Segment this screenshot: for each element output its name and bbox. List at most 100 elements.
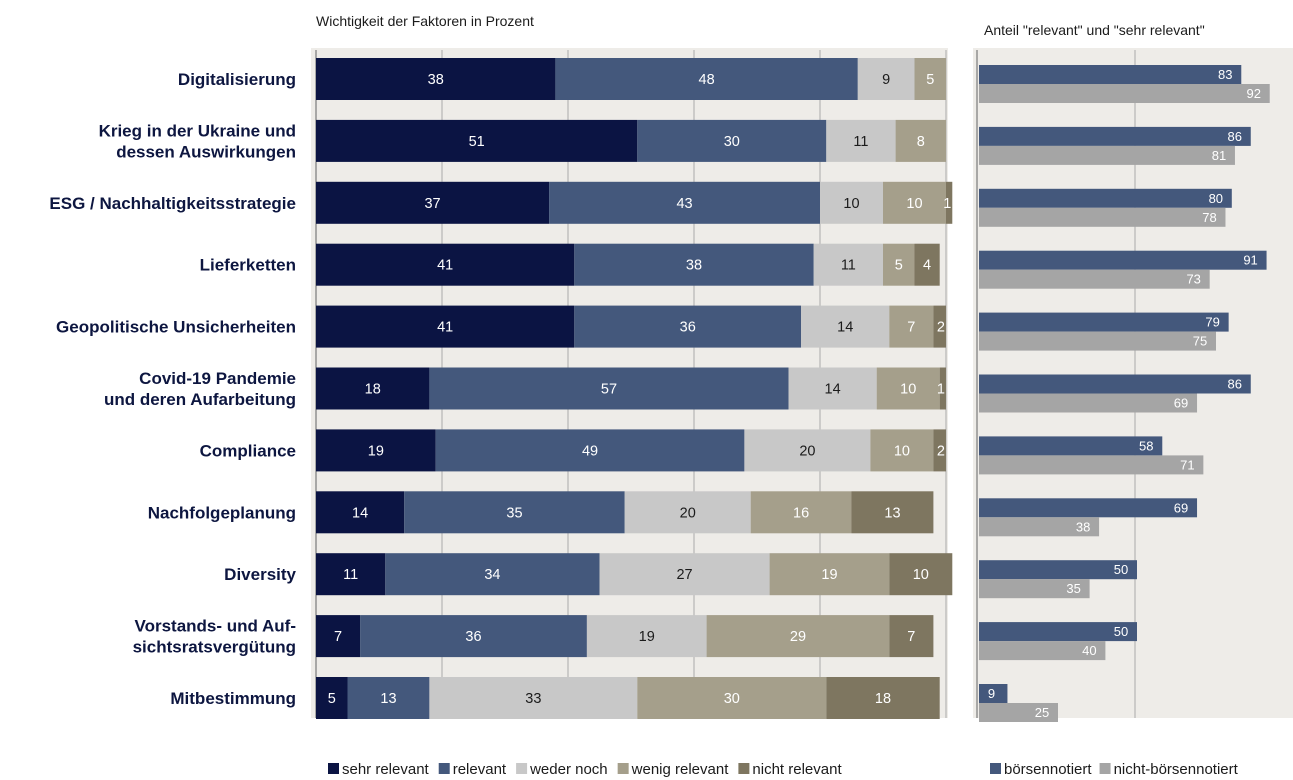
comparison-bar [979,65,1242,84]
comparison-bar [979,207,1226,227]
stacked-bar-segment [826,677,940,719]
segment-value-label: 5 [328,691,336,707]
stacked-bar-segment [549,181,820,224]
segment-value-label: 14 [837,320,853,336]
stacked-bar-segment [637,677,827,719]
legend-label: wenig relevant [631,761,730,778]
comparison-value-label: 83 [1218,67,1232,82]
comparison-bar [979,436,1163,456]
segment-value-label: 5 [895,258,903,274]
segment-value-label: 7 [907,629,915,645]
comparison-bar [979,684,1008,703]
comparison-value-label: 69 [1174,396,1188,411]
category-label: Mitbestimmung [170,689,296,708]
segment-value-label: 16 [793,505,809,521]
comparison-value-label: 69 [1174,500,1188,515]
segment-value-label: 19 [368,443,384,459]
legend-label: sehr relevant [342,761,430,778]
stacked-bar-segment [769,553,890,596]
segment-value-label: 13 [884,505,900,521]
segment-value-label: 30 [724,691,740,707]
segment-value-label: 10 [894,443,910,459]
stacked-bar-segment [933,429,946,472]
right-chart-title: Anteil "relevant" und "sehr relevant" [984,22,1205,38]
segment-value-label: 27 [676,567,692,583]
stacked-bar-segment [316,615,361,658]
legend-swatch [990,763,1001,774]
stacked-bar-segment [889,553,953,596]
comparison-bar [979,331,1216,351]
segment-value-label: 20 [799,443,815,459]
comparison-value-label: 9 [988,686,995,701]
stacked-bar-segment [706,615,890,658]
stacked-bar-segment [360,615,587,658]
comparison-value-label: 79 [1205,315,1219,330]
segment-value-label: 7 [334,629,342,645]
comparison-value-label: 25 [1035,705,1049,720]
stacked-bar-segment [889,305,934,348]
legend-swatch [328,763,339,774]
segment-value-label: 13 [380,691,396,707]
legend-label: relevant [453,761,507,778]
comparison-value-label: 50 [1114,624,1128,639]
stacked-bar-segment [316,181,550,224]
stacked-bar-segment [820,181,883,224]
comparison-value-label: 35 [1066,581,1080,596]
legend-label: nicht-börsennotiert [1114,761,1239,778]
segment-value-label: 10 [913,567,929,583]
segment-value-label: 34 [484,567,500,583]
stacked-bar-segment [826,119,896,162]
comparison-value-label: 86 [1228,129,1242,144]
segment-value-label: 11 [343,567,358,583]
legend-label: nicht relevant [752,761,842,778]
category-label: ESG / Nachhaltigkeitsstrategie [49,194,296,213]
segment-value-label: 38 [686,258,702,274]
category-label: Vorstands- und Auf-sichtsratsvergütung [133,617,296,657]
stacked-bar-segment [876,367,940,410]
right-legend: börsennotiert nicht-börsennotiert [990,761,1239,778]
left-chart-title: Wichtigkeit der Faktoren in Prozent [316,13,534,29]
category-labels: Digitalisierung Krieg in der Ukraine und d… [49,70,296,708]
stacked-bar-segment [895,119,946,162]
category-label: Compliance [200,441,296,460]
segment-value-label: 10 [906,196,922,212]
segment-value-label: 38 [428,72,444,88]
stacked-bar-segment [744,429,871,472]
segment-value-label: 30 [724,134,740,150]
legend-swatch [438,763,450,774]
stacked-bar-segment [637,119,827,162]
stacked-bar-segment [429,367,789,410]
segment-value-label: 4 [923,258,931,274]
segment-value-label: 1 [937,382,945,398]
stacked-bar-segment [404,491,625,534]
comparison-value-label: 78 [1202,210,1216,225]
segment-value-label: 8 [917,134,925,150]
segment-value-label: 10 [843,196,859,212]
comparison-value-label: 81 [1212,148,1226,163]
segment-value-label: 37 [424,196,440,212]
stacked-bar-segment [889,615,934,658]
stacked-bar-segment [939,367,946,410]
segment-value-label: 7 [907,320,915,336]
segment-value-label: 43 [676,196,692,212]
stacked-bar-segment [870,429,934,472]
segment-value-label: 51 [469,134,485,150]
segment-value-label: 11 [841,258,856,274]
stacked-bar-segment [883,243,915,286]
segment-value-label: 33 [525,691,541,707]
legend-swatch [1099,763,1111,774]
segment-value-label: 36 [680,320,696,336]
stacked-bar-segment [574,305,802,348]
comparison-bar [979,560,1137,580]
legend-swatch [516,763,528,774]
segment-value-label: 11 [853,134,868,150]
stacked-bar-segment [624,491,751,534]
stacked-bar-segment [857,58,915,100]
segment-value-label: 2 [937,443,945,459]
legend-label: börsennotiert [1004,761,1092,778]
stacked-bar-segment [429,677,638,719]
stacked-bar-segment [933,305,946,348]
stacked-bar-segment [555,58,858,100]
stacked-bar-segment [586,615,707,658]
category-label: Digitalisierung [178,70,296,89]
